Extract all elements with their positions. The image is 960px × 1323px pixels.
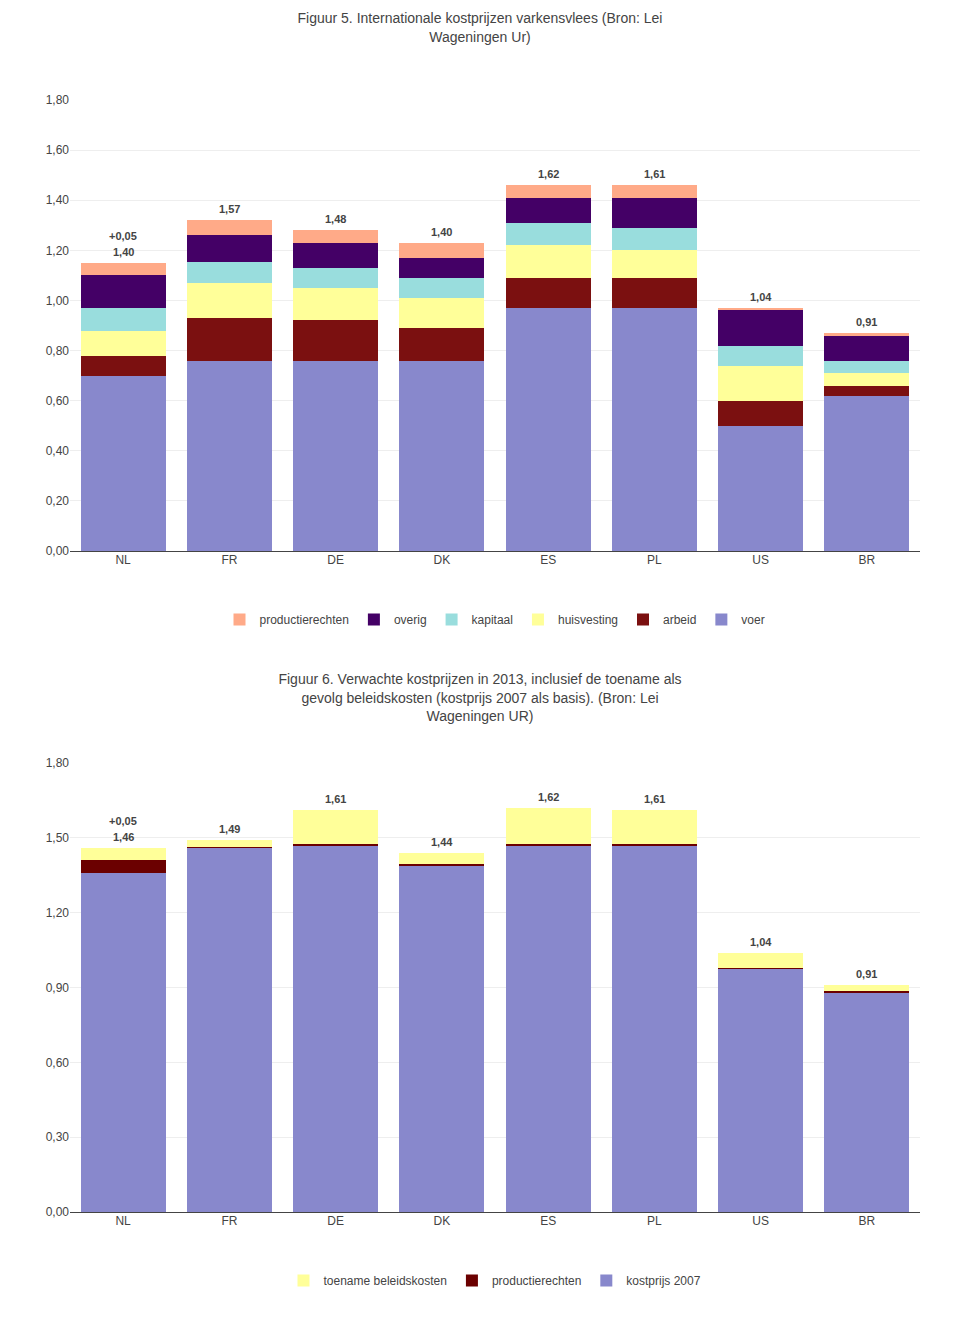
svg-text:0,80: 0,80	[46, 344, 70, 358]
svg-text:productierechten: productierechten	[492, 1274, 581, 1288]
svg-text:0,60: 0,60	[46, 394, 70, 408]
svg-text:productierechten: productierechten	[260, 613, 349, 627]
svg-text:ES: ES	[540, 1214, 556, 1228]
svg-text:ES: ES	[540, 553, 556, 567]
svg-text:1,60: 1,60	[46, 143, 70, 157]
svg-text:1,61: 1,61	[644, 168, 665, 180]
svg-text:BR: BR	[859, 553, 876, 567]
svg-text:0,40: 0,40	[46, 444, 70, 458]
svg-text:0,00: 0,00	[46, 544, 70, 558]
svg-text:huisvesting: huisvesting	[558, 613, 618, 627]
svg-text:1,50: 1,50	[46, 831, 70, 845]
svg-text:1,44: 1,44	[431, 836, 453, 848]
svg-text:Figuur 6. Verwachte kostprijze: Figuur 6. Verwachte kostprijzen in 2013,…	[278, 671, 681, 723]
svg-text:1,46: 1,46	[113, 831, 134, 843]
svg-text:0,91: 0,91	[856, 316, 877, 328]
svg-text:overig: overig	[394, 613, 427, 627]
svg-text:1,20: 1,20	[46, 906, 70, 920]
svg-text:DK: DK	[434, 553, 451, 567]
svg-text:NL: NL	[115, 1214, 131, 1228]
svg-text:1,00: 1,00	[46, 294, 70, 308]
svg-text:toename beleidskosten: toename beleidskosten	[324, 1274, 447, 1288]
svg-text:0,20: 0,20	[46, 494, 70, 508]
svg-text:1,04: 1,04	[750, 936, 772, 948]
svg-text:1,62: 1,62	[538, 791, 559, 803]
svg-text:+0,05: +0,05	[109, 230, 137, 242]
svg-text:1,48: 1,48	[325, 213, 346, 225]
svg-text:1,40: 1,40	[46, 193, 70, 207]
svg-text:1,04: 1,04	[750, 291, 772, 303]
svg-text:1,57: 1,57	[219, 203, 240, 215]
svg-text:US: US	[752, 1214, 769, 1228]
svg-text:0,60: 0,60	[46, 1056, 70, 1070]
svg-text:0,91: 0,91	[856, 968, 877, 980]
svg-text:1,62: 1,62	[538, 168, 559, 180]
svg-text:+0,05: +0,05	[109, 815, 137, 827]
svg-text:kostprijs 2007: kostprijs 2007	[626, 1274, 700, 1288]
svg-text:0,30: 0,30	[46, 1130, 70, 1144]
svg-text:BR: BR	[859, 1214, 876, 1228]
svg-text:arbeid: arbeid	[663, 613, 696, 627]
svg-text:1,80: 1,80	[46, 756, 70, 770]
svg-text:0,00: 0,00	[46, 1205, 70, 1219]
svg-text:PL: PL	[647, 553, 662, 567]
svg-text:1,49: 1,49	[219, 823, 240, 835]
svg-text:FR: FR	[221, 1214, 237, 1228]
svg-text:FR: FR	[221, 553, 237, 567]
svg-text:voer: voer	[741, 613, 764, 627]
svg-text:PL: PL	[647, 1214, 662, 1228]
svg-text:NL: NL	[115, 553, 131, 567]
svg-text:US: US	[752, 553, 769, 567]
svg-text:1,40: 1,40	[431, 226, 452, 238]
svg-text:DK: DK	[434, 1214, 451, 1228]
svg-text:1,61: 1,61	[644, 793, 665, 805]
svg-text:1,40: 1,40	[113, 246, 134, 258]
svg-text:DE: DE	[327, 1214, 344, 1228]
svg-text:0,90: 0,90	[46, 981, 70, 995]
svg-text:Figuur 5. Internationale kostp: Figuur 5. Internationale kostprijzen var…	[298, 10, 663, 44]
svg-text:kapitaal: kapitaal	[472, 613, 513, 627]
svg-text:1,61: 1,61	[325, 793, 346, 805]
svg-text:1,80: 1,80	[46, 93, 70, 107]
svg-text:DE: DE	[327, 553, 344, 567]
svg-text:1,20: 1,20	[46, 244, 70, 258]
